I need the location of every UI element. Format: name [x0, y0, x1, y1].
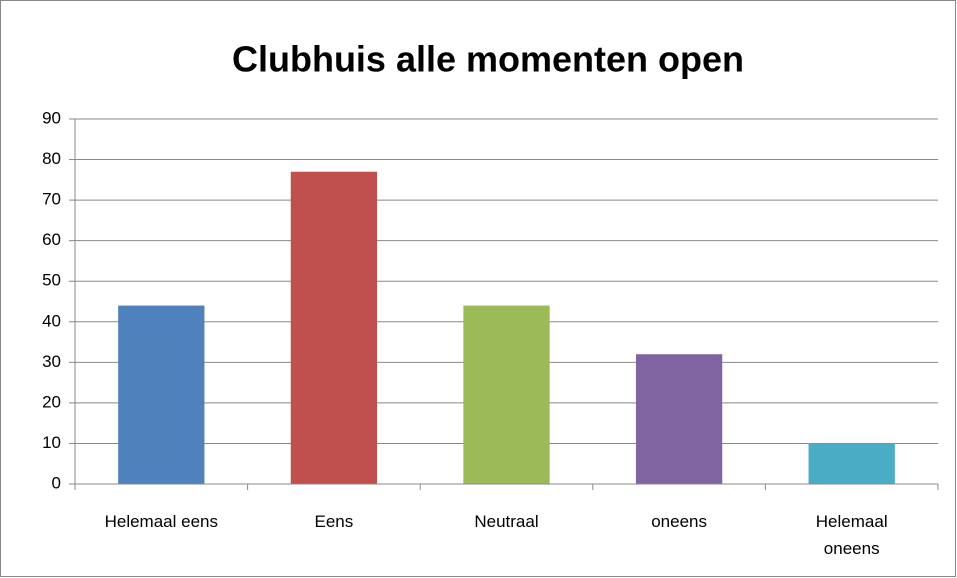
y-tick-label: 20 — [42, 392, 61, 411]
chart-title: Clubhuis alle momenten open — [232, 39, 744, 80]
y-tick-label: 10 — [42, 433, 61, 452]
x-tick-label: Helemaal oneens — [815, 512, 888, 558]
y-tick-label: 60 — [42, 230, 61, 249]
y-tick-label: 40 — [42, 311, 61, 330]
bar — [118, 305, 205, 484]
bar — [808, 443, 895, 484]
y-tick-label: 0 — [52, 473, 61, 492]
bar — [290, 171, 378, 484]
y-tick-label: 30 — [42, 352, 61, 371]
x-tick-label: Helemaal eens — [104, 512, 218, 531]
x-tick-label: Neutraal — [474, 512, 539, 531]
y-tick-label: 90 — [42, 108, 61, 127]
y-tick-label: 70 — [42, 190, 61, 209]
bar — [463, 305, 550, 484]
x-tick-label: Eens — [314, 512, 354, 531]
x-tick-label: oneens — [651, 512, 707, 531]
y-tick-label: 50 — [42, 271, 61, 290]
bar — [635, 354, 723, 484]
y-tick-label: 80 — [42, 149, 61, 168]
